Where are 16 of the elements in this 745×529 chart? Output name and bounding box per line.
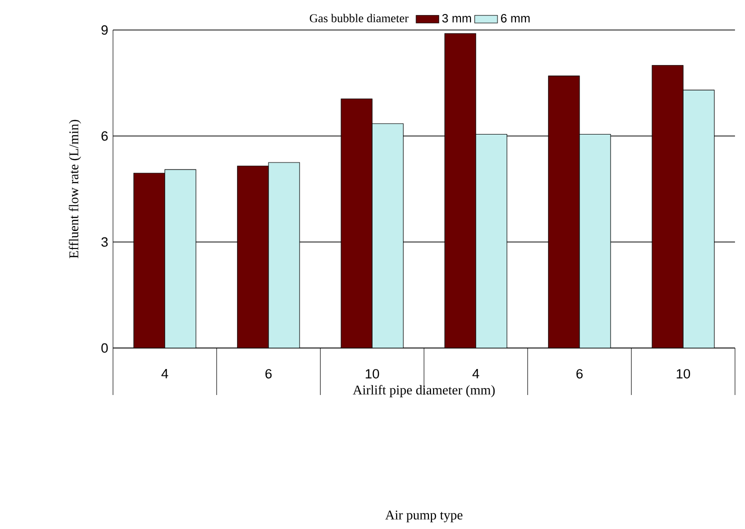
y-tick-label: 9 xyxy=(102,25,108,35)
legend-label: 6 mm xyxy=(501,14,530,23)
y-tick-label: 6 xyxy=(102,131,108,141)
x-axis-title: Airlift pipe diameter (mm) xyxy=(352,384,495,398)
x-tick-label: 4 xyxy=(161,369,168,378)
y-tick-label: 3 xyxy=(101,237,108,247)
y-axis-title: Effluent flow rate (L/min) xyxy=(68,120,82,258)
x-tick-label: 6 xyxy=(576,369,583,378)
x-tick-label: 4 xyxy=(472,369,480,378)
x-tick-label: 10 xyxy=(676,369,690,378)
y-tick-label: 0 xyxy=(101,343,108,353)
legend-title: Gas bubble diameter xyxy=(310,14,409,22)
text: Air pump type xyxy=(385,510,462,522)
legend-label: 3 mm xyxy=(442,14,471,23)
x-tick-label: 6 xyxy=(265,369,272,378)
x-tick-label: 10 xyxy=(366,369,380,378)
